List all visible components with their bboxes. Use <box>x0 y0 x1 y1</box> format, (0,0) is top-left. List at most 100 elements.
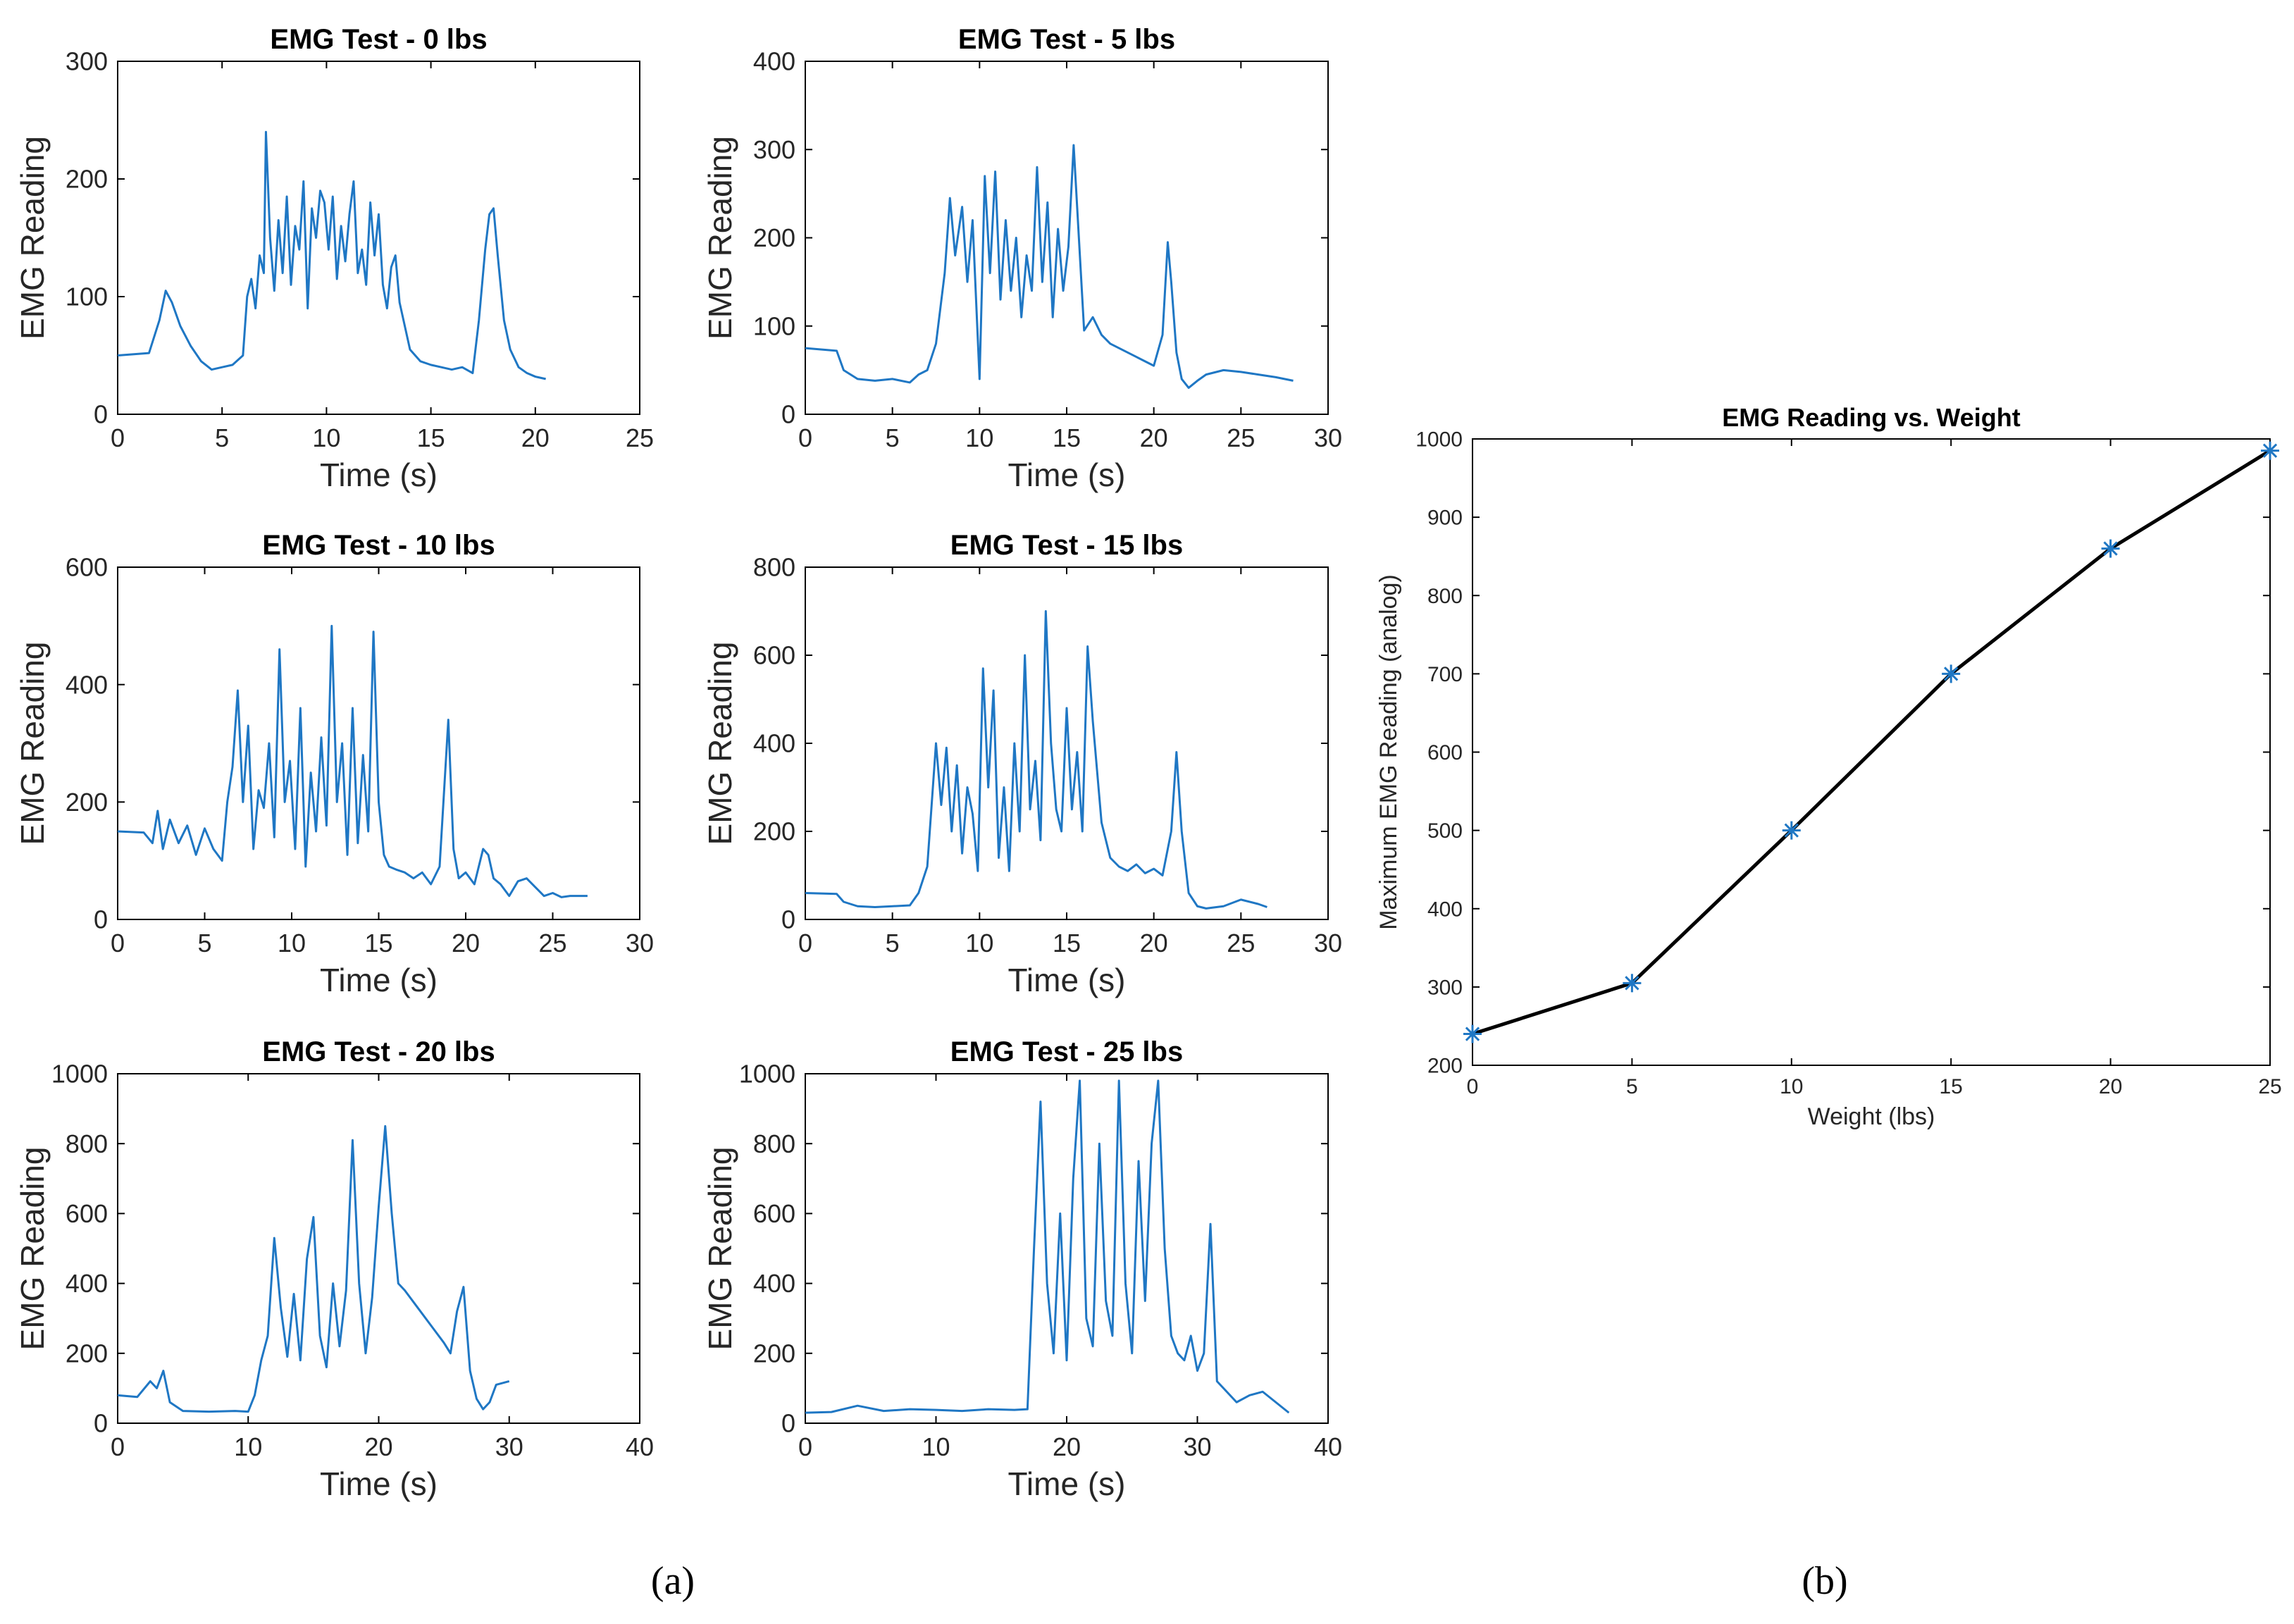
x-tick-label: 10 <box>278 929 306 957</box>
series-line <box>117 624 588 898</box>
y-tick-label: 800 <box>66 1129 108 1158</box>
series-line <box>805 610 1267 910</box>
x-axis-label: Time (s) <box>1008 457 1126 493</box>
chart-title: EMG Test - 0 lbs <box>270 24 487 55</box>
y-tick-label: 400 <box>66 1269 108 1298</box>
panel-a-label: (a) <box>651 1559 695 1603</box>
x-tick-label: 10 <box>312 423 340 452</box>
y-tick-label: 800 <box>1427 585 1463 608</box>
chart-emg-10: 0 5 10 15 20 25 30 0 200 400 600 EMG Test - 10 lbs T… <box>14 530 654 998</box>
x-tick-label: 10 <box>965 929 993 957</box>
y-tick-label: 0 <box>94 400 108 429</box>
x-tick-label: 0 <box>111 423 125 452</box>
x-tick-label: 10 <box>1780 1075 1803 1098</box>
marker-stroke <box>1465 1027 1480 1041</box>
y-tick-label: 600 <box>66 1199 108 1228</box>
series-line <box>117 130 546 380</box>
x-tick-label: 10 <box>922 1432 950 1461</box>
plot-area <box>805 566 1329 920</box>
x-tick-label: 30 <box>1314 929 1342 957</box>
y-tick-label: 200 <box>66 165 108 194</box>
x-tick-label: 15 <box>1940 1075 1963 1098</box>
y-tick-label: 0 <box>94 905 108 934</box>
x-tick-label: 10 <box>965 423 993 452</box>
y-tick-label: 300 <box>66 47 108 76</box>
x-tick-label: 15 <box>1053 929 1081 957</box>
x-axis-label: Time (s) <box>1008 962 1126 998</box>
y-tick-label: 200 <box>753 817 795 846</box>
panel-b-label: (b) <box>1802 1559 1847 1603</box>
data-point-marker <box>1782 821 1801 840</box>
y-tick-label: 500 <box>1427 819 1463 843</box>
x-tick-label: 25 <box>2258 1075 2281 1098</box>
y-tick-label: 800 <box>753 1129 795 1158</box>
x-tick-label: 25 <box>538 929 566 957</box>
y-tick-label: 200 <box>66 788 108 817</box>
x-tick-label: 0 <box>111 1432 125 1461</box>
x-tick-label: 0 <box>798 423 812 452</box>
marker-stroke <box>1625 976 1639 991</box>
chart-title: EMG Test - 20 lbs <box>262 1036 495 1067</box>
y-tick-label: 600 <box>66 553 108 582</box>
y-tick-label: 0 <box>781 905 795 934</box>
y-axis-label: EMG Reading <box>702 642 738 845</box>
x-tick-label: 30 <box>626 929 654 957</box>
x-tick-label: 30 <box>495 1432 523 1461</box>
x-tick-label: 40 <box>1314 1432 1342 1461</box>
series-line <box>805 1079 1290 1414</box>
x-tick-label: 20 <box>1140 423 1168 452</box>
y-tick-label: 1000 <box>51 1060 108 1089</box>
y-tick-label: 400 <box>1427 898 1463 921</box>
y-axis-label: EMG Reading <box>702 1147 738 1351</box>
x-tick-label: 15 <box>417 423 445 452</box>
chart-emg-15: 0 5 10 15 20 25 30 0 200 400 600 800 EMG Test - 15 l… <box>702 530 1342 998</box>
x-tick-label: 20 <box>521 423 550 452</box>
y-tick-label: 300 <box>753 135 795 164</box>
marker-stroke <box>2262 443 2278 458</box>
x-tick-label: 20 <box>1053 1432 1081 1461</box>
chart-title: EMG Test - 5 lbs <box>958 24 1175 55</box>
x-tick-label: 0 <box>798 929 812 957</box>
x-tick-label: 5 <box>886 929 900 957</box>
y-tick-label: 1000 <box>739 1060 795 1089</box>
series-line <box>1472 449 2271 1036</box>
chart-title: EMG Test - 15 lbs <box>950 530 1183 561</box>
x-tick-label: 5 <box>197 929 211 957</box>
x-axis-label: Time (s) <box>1008 1465 1126 1502</box>
x-tick-label: 20 <box>1140 929 1168 957</box>
x-tick-label: 30 <box>1314 423 1342 452</box>
y-tick-label: 400 <box>753 729 795 758</box>
marker-stroke <box>1944 667 1959 681</box>
x-tick-label: 5 <box>215 423 229 452</box>
chart-title: EMG Test - 10 lbs <box>262 530 495 561</box>
x-tick-label: 25 <box>626 423 654 452</box>
y-tick-label: 800 <box>753 553 795 582</box>
y-tick-label: 300 <box>1427 976 1463 999</box>
x-tick-label: 0 <box>798 1432 812 1461</box>
y-tick-label: 1000 <box>1415 428 1463 452</box>
marker-stroke <box>2103 541 2118 556</box>
plot-area <box>117 61 640 415</box>
y-axis-label: EMG Reading <box>14 642 51 845</box>
y-tick-label: 600 <box>753 641 795 670</box>
data-point-marker <box>1463 1024 1482 1043</box>
y-tick-label: 400 <box>753 47 795 76</box>
chart-title: EMG Reading vs. Weight <box>1722 403 2020 432</box>
x-tick-label: 0 <box>1467 1075 1479 1098</box>
y-tick-label: 600 <box>753 1199 795 1228</box>
y-axis-label: Maximum EMG Reading (analog) <box>1375 574 1402 930</box>
x-tick-label: 20 <box>364 1432 392 1461</box>
plot-area <box>805 61 1329 415</box>
chart-emg-vs-weight: 0 5 10 15 20 25 200 300 400 500 600 700 800 900 1000 EM… <box>1375 403 2282 1130</box>
y-tick-label: 0 <box>781 400 795 429</box>
y-tick-label: 600 <box>1427 741 1463 764</box>
x-axis-label: Weight (lbs) <box>1808 1103 1935 1130</box>
chart-title: EMG Test - 25 lbs <box>950 1036 1183 1067</box>
y-tick-label: 200 <box>753 1339 795 1368</box>
x-tick-label: 20 <box>2099 1075 2122 1098</box>
y-axis-label: EMG Reading <box>14 1147 51 1351</box>
y-axis-label: EMG Reading <box>702 136 738 340</box>
